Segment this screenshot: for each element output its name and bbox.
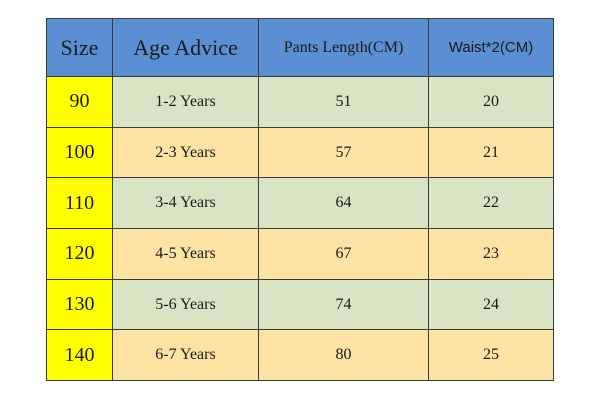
size-cell: 90 (46, 76, 113, 128)
table-row: 130 5-6 Years 74 24 (46, 278, 554, 331)
size-cell: 140 (46, 329, 113, 382)
header-cell: Age Advice (112, 18, 259, 77)
header-cell: Pants Length(CM) (258, 18, 429, 77)
table-cell: 21 (428, 126, 554, 179)
table-cell: 80 (258, 329, 429, 382)
table-cell: 67 (258, 228, 429, 280)
table-cell: 5-6 Years (112, 278, 259, 331)
table-row: 100 2-3 Years 57 21 (46, 126, 554, 179)
table-cell: 6-7 Years (112, 329, 259, 382)
table-cell: 64 (258, 177, 429, 230)
size-cell: 100 (46, 126, 113, 179)
header-cell: Waist*2(CM) (428, 18, 554, 77)
size-cell: 110 (46, 177, 113, 230)
table-cell: 22 (428, 177, 554, 230)
table-row: 110 3-4 Years 64 22 (46, 177, 554, 230)
table-cell: 24 (428, 278, 554, 331)
size-cell: 130 (46, 278, 113, 331)
table-row: 120 4-5 Years 67 23 (46, 228, 554, 280)
table-cell: 51 (258, 76, 429, 128)
table-cell: 20 (428, 76, 554, 128)
table-cell: 23 (428, 228, 554, 280)
table-cell: 57 (258, 126, 429, 179)
table-cell: 25 (428, 329, 554, 382)
table-row: 90 1-2 Years 51 20 (46, 76, 554, 128)
table-cell: 74 (258, 278, 429, 331)
size-cell: 120 (46, 228, 113, 280)
table-cell: 2-3 Years (112, 126, 259, 179)
table-row: 140 6-7 Years 80 25 (46, 329, 554, 382)
size-table: Size Age Advice Pants Length(CM) Waist*2(CM… (46, 18, 554, 382)
table-body: 90 1-2 Years 51 20 100 2-3 Years 57 21 110 3-4 Ye… (46, 76, 554, 382)
table-cell: 1-2 Years (112, 76, 259, 128)
table-cell: 4-5 Years (112, 228, 259, 280)
table-cell: 3-4 Years (112, 177, 259, 230)
header-cell: Size (46, 18, 113, 77)
header-row: Size Age Advice Pants Length(CM) Waist*2(CM… (46, 18, 554, 77)
